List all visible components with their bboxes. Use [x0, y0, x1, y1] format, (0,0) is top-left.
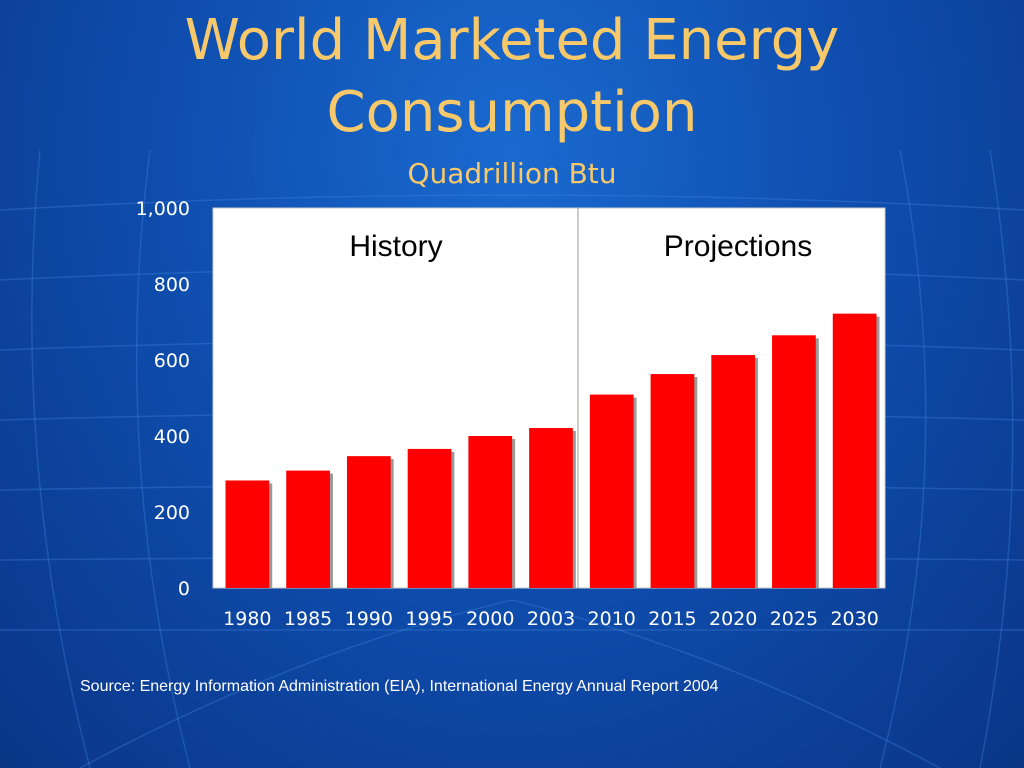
y-tick-label: 400: [154, 426, 190, 448]
bar-2010: [589, 394, 634, 588]
x-tick-label: 2003: [527, 608, 575, 630]
bar-1990: [346, 456, 391, 588]
region-label-projections: Projections: [664, 230, 812, 263]
bar-2003: [529, 428, 573, 588]
bar-1980: [225, 480, 270, 588]
x-tick-label: 2015: [648, 608, 696, 630]
bar-2015: [650, 374, 695, 588]
y-tick-label: 0: [178, 578, 190, 600]
y-tick-label: 800: [154, 274, 190, 296]
x-tick-label: 2025: [770, 608, 818, 630]
region-label-history: History: [349, 230, 442, 263]
x-tick-label: 1985: [284, 608, 332, 630]
x-tick-label: 2020: [709, 608, 757, 630]
y-tick-label: 200: [154, 502, 190, 524]
y-tick-label: 1,000: [136, 198, 190, 220]
slide-title-line2: Consumption: [326, 80, 698, 145]
bar-series: [225, 313, 880, 588]
bar-1995: [407, 448, 452, 588]
x-tick-label: 1980: [223, 608, 271, 630]
x-tick-label: 1990: [345, 608, 393, 630]
x-tick-label: 2000: [466, 608, 514, 630]
bar-2030: [832, 313, 877, 588]
slide-subtitle: Quadrillion Btu: [407, 157, 617, 190]
bar-2000: [468, 436, 513, 588]
y-axis-tick-labels: 0 200 400 600 800 1,000: [136, 198, 190, 600]
x-tick-label: 2030: [830, 608, 878, 630]
bar-2020: [711, 355, 756, 588]
bar-2025: [772, 335, 816, 588]
x-tick-label: 1995: [405, 608, 453, 630]
x-axis-tick-labels: 1980 1985 1990 1995 2000 2003 2010 2015 2020 2025…: [223, 608, 879, 630]
bar-1985: [286, 470, 330, 588]
x-tick-label: 2010: [588, 608, 636, 630]
y-tick-label: 600: [154, 350, 190, 372]
source-note: Source: Energy Information Administratio…: [80, 678, 719, 695]
slide-title-line1: World Marketed Energy: [184, 8, 840, 73]
